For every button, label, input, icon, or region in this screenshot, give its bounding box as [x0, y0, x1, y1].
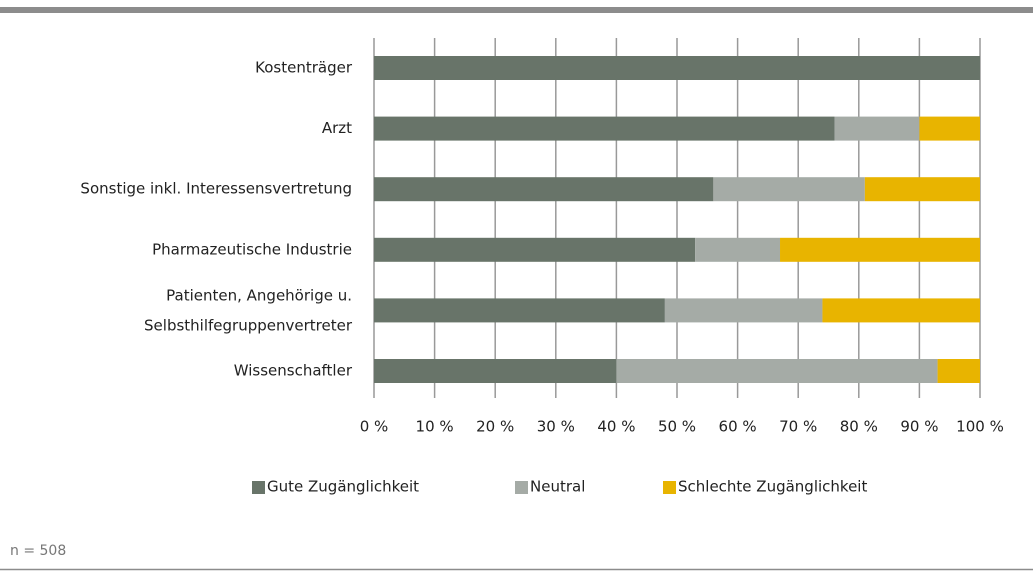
bar-segment: [919, 116, 980, 141]
bar-segment: [374, 177, 714, 202]
bar-segment: [374, 237, 696, 262]
x-tick-label: 0 %: [360, 418, 389, 436]
bar-segment: [374, 359, 617, 383]
x-tick-label: 10 %: [416, 418, 454, 436]
bar-segment: [937, 359, 980, 383]
category-label: Patienten, Angehörige u. Selbsthilfegrupp…: [144, 286, 353, 334]
bar-segment: [780, 237, 980, 262]
category-label: Arzt: [322, 119, 352, 137]
bar-segment: [616, 359, 938, 383]
x-tick-label: 30 %: [537, 418, 575, 436]
legend-swatch: [663, 481, 676, 494]
x-tick-label: 80 %: [840, 418, 878, 436]
legend-swatch: [515, 481, 528, 494]
bar-segment: [374, 56, 980, 80]
bar-segment: [834, 116, 920, 141]
bar-segment: [664, 298, 823, 323]
x-tick-label: 90 %: [900, 418, 938, 436]
note: n = 508: [10, 543, 66, 559]
category-label: Kostenträger: [255, 59, 353, 77]
x-tick-label: 60 %: [719, 418, 757, 436]
legend-swatch: [252, 481, 265, 494]
x-tick-label: 100 %: [956, 418, 1004, 436]
top-rule: [0, 7, 1033, 13]
x-tick-label: 70 %: [779, 418, 817, 436]
legend-label: Schlechte Zugänglichkeit: [678, 478, 867, 496]
bar-segment: [864, 177, 980, 202]
x-tick-label: 40 %: [597, 418, 635, 436]
bar-segment: [695, 237, 781, 262]
bar-segment: [374, 116, 835, 141]
category-label: Pharmazeutische Industrie: [152, 240, 352, 258]
legend-label: Neutral: [530, 478, 585, 496]
x-tick-label: 20 %: [476, 418, 514, 436]
x-tick-label: 50 %: [658, 418, 696, 436]
bar-segment: [374, 298, 665, 323]
bar-segment: [822, 298, 980, 323]
category-label: Wissenschaftler: [234, 362, 353, 380]
legend-label: Gute Zugänglichkeit: [267, 478, 419, 496]
category-label: Sonstige inkl. Interessensvertretung: [80, 180, 352, 198]
bar-segment: [713, 177, 865, 202]
